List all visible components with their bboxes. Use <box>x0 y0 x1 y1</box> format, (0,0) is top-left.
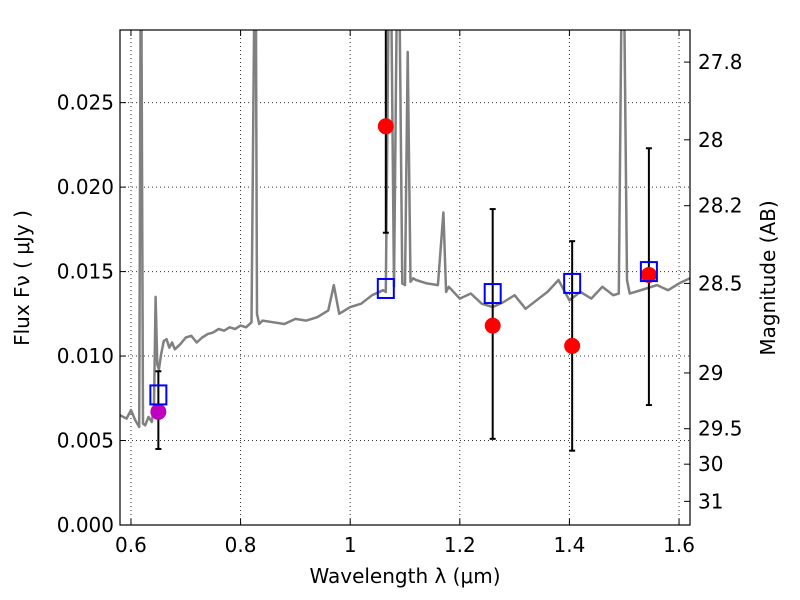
x-axis-label: Wavelength λ (μm) <box>309 564 500 588</box>
photometry-point <box>150 403 167 420</box>
x-tick-label: 1.2 <box>444 533 476 557</box>
x-tick-label: 1.4 <box>554 533 586 557</box>
right-tick-label: 30 <box>698 452 723 476</box>
y-tick-label: 0.015 <box>57 260 114 284</box>
right-axis-label: Magnitude (AB) <box>756 200 780 355</box>
data-layer <box>120 30 690 452</box>
right-tick-label: 29 <box>698 361 723 385</box>
y-tick-label: 0.025 <box>57 91 114 115</box>
model-square-marker <box>149 384 168 406</box>
model-square-marker <box>376 277 395 299</box>
x-tick-label: 1 <box>344 533 357 557</box>
x-tick-label: 0.8 <box>225 533 257 557</box>
y-tick-label: 0.005 <box>57 429 114 453</box>
y-tick-label: 0.010 <box>57 344 114 368</box>
model-square-marker <box>639 261 658 283</box>
right-tick-label: 28.2 <box>698 194 743 218</box>
model-square-marker <box>483 283 502 305</box>
y-tick-label: 0.000 <box>57 513 114 537</box>
right-tick-label: 28 <box>698 128 723 152</box>
spectrum-line <box>120 30 690 429</box>
model-square-marker <box>563 272 582 294</box>
right-tick-label: 29.5 <box>698 417 743 441</box>
x-tick-label: 1.6 <box>663 533 695 557</box>
x-tick-label: 0.6 <box>115 533 147 557</box>
right-tick-label: 27.8 <box>698 50 743 74</box>
photometry-point <box>484 317 501 334</box>
photometry-point <box>564 337 581 354</box>
y-axis-label: Flux Fν ( μJy ) <box>10 210 34 346</box>
y-tick-label: 0.020 <box>57 175 114 199</box>
right-tick-label: 31 <box>698 489 723 513</box>
right-tick-label: 28.5 <box>698 271 743 295</box>
photometry-point <box>377 118 394 135</box>
plot-frame <box>119 29 691 526</box>
axis-ticks: 0.6 0.8 1 1.2 1.4 1.6 0.000 0.005 0.010 0.015 0.02… <box>57 30 743 557</box>
